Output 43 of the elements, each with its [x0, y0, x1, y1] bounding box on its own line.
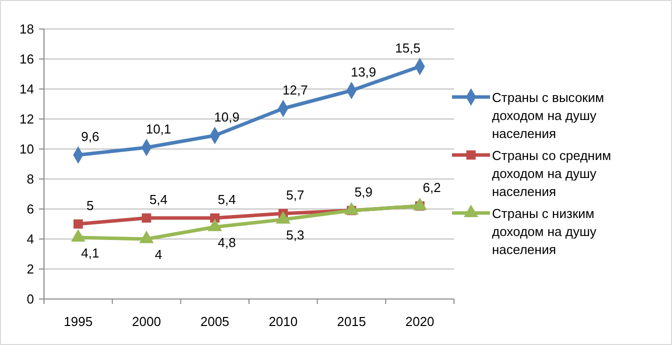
y-tick-label: 0	[26, 292, 34, 306]
data-label: 6,2	[422, 180, 441, 195]
point	[140, 231, 154, 244]
data-label: 15,5	[395, 40, 420, 56]
x-tick-label: 2010	[268, 314, 298, 329]
data-label: 5	[86, 198, 94, 213]
legend-label: Страны со средним доходом на душу населения	[492, 148, 612, 199]
data-label: 5,7	[286, 188, 304, 202]
y-tick-label: 10	[20, 142, 34, 156]
y-tick-label: 12	[20, 112, 34, 126]
x-tick-label: 2015	[337, 314, 366, 329]
data-label: 10,1	[146, 122, 172, 136]
point	[412, 198, 427, 210]
y-tick-label: 4	[26, 232, 34, 246]
x-tick-label: 2020	[405, 314, 434, 329]
x-tick-label: 2005	[200, 314, 230, 329]
x-tick-label: 1995	[64, 314, 93, 329]
data-label: 4	[154, 247, 162, 262]
data-label: 5,4	[149, 192, 168, 207]
data-label: 5,9	[354, 184, 373, 200]
point	[208, 219, 222, 232]
y-tick-label: 18	[20, 22, 34, 36]
data-label: 4,1	[81, 246, 100, 260]
data-label: 4,8	[218, 235, 236, 250]
y-tick-label: 2	[26, 262, 34, 276]
point	[344, 202, 358, 215]
data-label: 12,7	[282, 82, 308, 98]
y-tick-label: 8	[26, 172, 34, 186]
data-label: 9,6	[81, 129, 100, 144]
y-tick-label: 6	[26, 202, 34, 216]
point	[276, 212, 290, 224]
point	[73, 219, 83, 229]
x-tick-label: 2000	[132, 314, 161, 329]
data-label: 5,3	[286, 228, 304, 242]
data-label: 10,9	[214, 110, 240, 124]
y-tick-label: 14	[20, 82, 34, 96]
legend-label: Страны с высоким доходом на душу населения	[492, 90, 604, 141]
y-tick-label: 16	[20, 52, 34, 66]
point	[71, 230, 86, 242]
data-label: 5,4	[218, 192, 236, 207]
point	[142, 213, 152, 223]
legend-label: Страны с низким доходом на душу населения	[492, 206, 597, 257]
data-label: 13,9	[350, 64, 376, 80]
